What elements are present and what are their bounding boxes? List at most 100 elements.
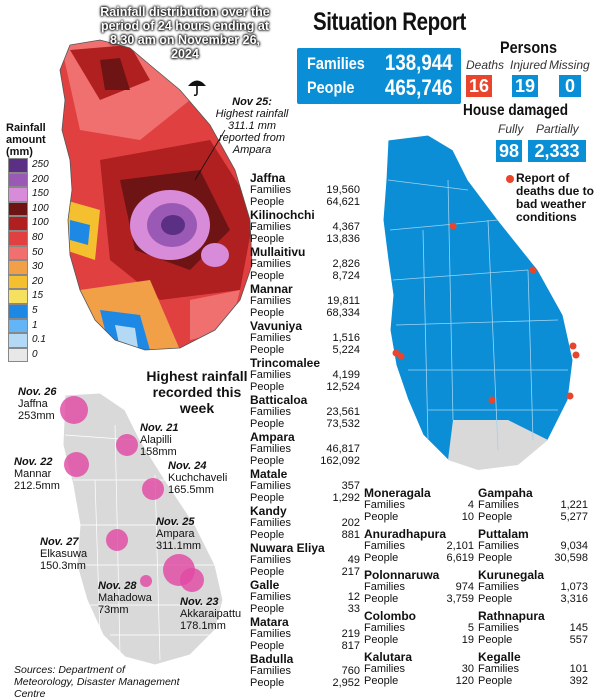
families-value: 219 bbox=[341, 628, 360, 640]
legend-label: 250 bbox=[32, 159, 49, 170]
district-name: Ampara bbox=[250, 430, 295, 444]
injured-label: Injured bbox=[510, 58, 547, 72]
district-people-row: People 1,292 bbox=[250, 492, 360, 505]
district-entry: Anuradhapura Families 2,101 People 6,619 bbox=[364, 528, 474, 564]
families-value: 4 bbox=[467, 499, 474, 511]
legend-swatch bbox=[8, 260, 28, 275]
district-entry: Ampara Families 46,817 People 162,092 bbox=[250, 431, 360, 467]
families-label: Families bbox=[478, 540, 519, 552]
families-label: Families bbox=[250, 406, 291, 418]
legend-label: 80 bbox=[32, 231, 44, 243]
people-label: People bbox=[250, 380, 285, 393]
rainfall-station-label: Nov. 28 Mahadowa 73mm bbox=[98, 580, 152, 616]
people-value: 30,598 bbox=[554, 551, 588, 564]
district-entry: Rathnapura Families 145 People 557 bbox=[478, 610, 588, 646]
people-value: 5,277 bbox=[560, 510, 588, 523]
people-label: People bbox=[250, 639, 285, 652]
station-value: 150.3mm bbox=[40, 560, 86, 572]
people-label: People bbox=[478, 592, 513, 605]
district-people-row: People 3,759 bbox=[364, 593, 474, 606]
people-value: 6,619 bbox=[446, 551, 474, 564]
annotation-text: Highest rainfall 311.1 mm reported from … bbox=[215, 108, 289, 156]
families-label: Families bbox=[250, 258, 291, 270]
district-people-row: People 217 bbox=[250, 566, 360, 579]
people-label: People bbox=[478, 510, 513, 523]
rainfall-station-label: Nov. 25 Ampara 311.1mm bbox=[156, 516, 201, 552]
persons-title: Persons bbox=[500, 38, 558, 57]
district-name: Gampaha bbox=[478, 486, 533, 500]
people-value: 5,224 bbox=[332, 343, 360, 356]
district-families-row: Families 19,560 bbox=[250, 184, 360, 197]
people-total: 465,746 bbox=[385, 75, 453, 100]
district-families-row: Families 219 bbox=[250, 628, 360, 641]
families-value: 12 bbox=[347, 591, 360, 603]
district-people-row: People 19 bbox=[364, 633, 474, 647]
legend-label: 50 bbox=[32, 246, 44, 258]
station-date: Nov. 24 bbox=[168, 460, 207, 472]
district-families-row: Families 2,101 bbox=[364, 540, 474, 553]
district-entry: Nuwara Eliya Families 49 People 217 bbox=[250, 542, 360, 578]
legend-label: 150 bbox=[32, 188, 49, 200]
district-name: Jaffna bbox=[250, 171, 286, 185]
rainfall-map-title: Rainfall distribution over the period of… bbox=[100, 5, 270, 61]
legend-label: 100 bbox=[32, 202, 49, 214]
district-families-row: Families 1,073 bbox=[478, 581, 588, 594]
people-label: People bbox=[478, 633, 513, 646]
legend-swatch bbox=[8, 318, 28, 334]
annotation-date: Nov 25: bbox=[232, 96, 272, 108]
district-families-row: Families 974 bbox=[364, 581, 474, 594]
umbrella-icon bbox=[188, 80, 206, 97]
families-label: Families bbox=[364, 499, 405, 511]
missing-value: 0 bbox=[559, 75, 581, 97]
district-families-row: Families 5 bbox=[364, 622, 474, 635]
families-value: 46,817 bbox=[326, 443, 360, 455]
station-place: Akkaraipattu bbox=[180, 608, 242, 620]
district-entry: Badulla Families 760 People 2,952 bbox=[250, 653, 360, 689]
district-families-row: Families 46,817 bbox=[250, 443, 360, 456]
house-damaged-title: House damaged bbox=[463, 102, 569, 119]
district-entry: Jaffna Families 19,560 People 64,621 bbox=[250, 172, 360, 208]
district-name: Kandy bbox=[250, 504, 287, 518]
families-label: Families bbox=[250, 184, 291, 196]
families-label: Families bbox=[478, 499, 519, 511]
district-people-row: People 2,952 bbox=[250, 676, 360, 690]
districts-map bbox=[382, 134, 580, 471]
station-place: Jaffna bbox=[18, 398, 48, 410]
district-people-row: People 881 bbox=[250, 529, 360, 542]
legend-label: 15 bbox=[32, 290, 44, 302]
rainfall-annotation: Nov 25: Highest rainfall 311.1 mm report… bbox=[212, 96, 292, 156]
district-name: Rathnapura bbox=[478, 609, 545, 623]
families-label: Families bbox=[250, 295, 291, 307]
rainfall-bubble-akkaraipattu bbox=[180, 568, 204, 592]
legend-labels: 250 200 150 100 100 80 50 30 20 15 5 1 0.1 0 bbox=[32, 158, 49, 362]
families-label: Families bbox=[364, 540, 405, 552]
families-label: Families bbox=[250, 443, 291, 455]
people-value: 68,334 bbox=[326, 306, 360, 319]
district-people-row: People 33 bbox=[250, 602, 360, 616]
rainfall-station-label: Nov. 27 Elkasuwa 150.3mm bbox=[40, 536, 87, 572]
legend-label: 0.1 bbox=[32, 334, 46, 346]
families-value: 23,561 bbox=[326, 406, 360, 418]
people-value: 120 bbox=[455, 674, 474, 687]
rainfall-bubble-elkasuwa bbox=[106, 529, 128, 551]
district-entry: Polonnaruwa Families 974 People 3,759 bbox=[364, 569, 474, 605]
people-value: 19 bbox=[461, 633, 474, 646]
families-value: 49 bbox=[347, 554, 360, 566]
district-entry: Matale Families 357 People 1,292 bbox=[250, 468, 360, 504]
people-label: People bbox=[250, 343, 285, 356]
people-label: People bbox=[250, 602, 285, 615]
district-entry: Kegalle Families 101 People 392 bbox=[478, 651, 588, 687]
legend-swatch bbox=[8, 216, 28, 231]
families-label: Families bbox=[250, 665, 291, 677]
fully-label: Fully bbox=[498, 122, 524, 136]
station-place: Ampara bbox=[156, 528, 195, 540]
legend-swatches bbox=[8, 158, 28, 363]
people-label: People bbox=[250, 676, 285, 689]
district-families-row: Families 2,826 bbox=[250, 258, 360, 271]
station-date: Nov. 21 bbox=[140, 422, 179, 434]
rainfall-map bbox=[59, 39, 253, 351]
legend-swatch bbox=[8, 201, 28, 217]
district-name: Kalutara bbox=[364, 650, 413, 664]
legend-label: 200 bbox=[32, 173, 49, 185]
district-entry: Gampaha Families 1,221 People 5,277 bbox=[478, 487, 588, 523]
